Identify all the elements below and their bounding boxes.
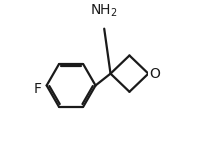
Text: F: F	[34, 82, 42, 96]
Text: O: O	[149, 67, 160, 81]
Text: NH$_2$: NH$_2$	[90, 2, 118, 19]
